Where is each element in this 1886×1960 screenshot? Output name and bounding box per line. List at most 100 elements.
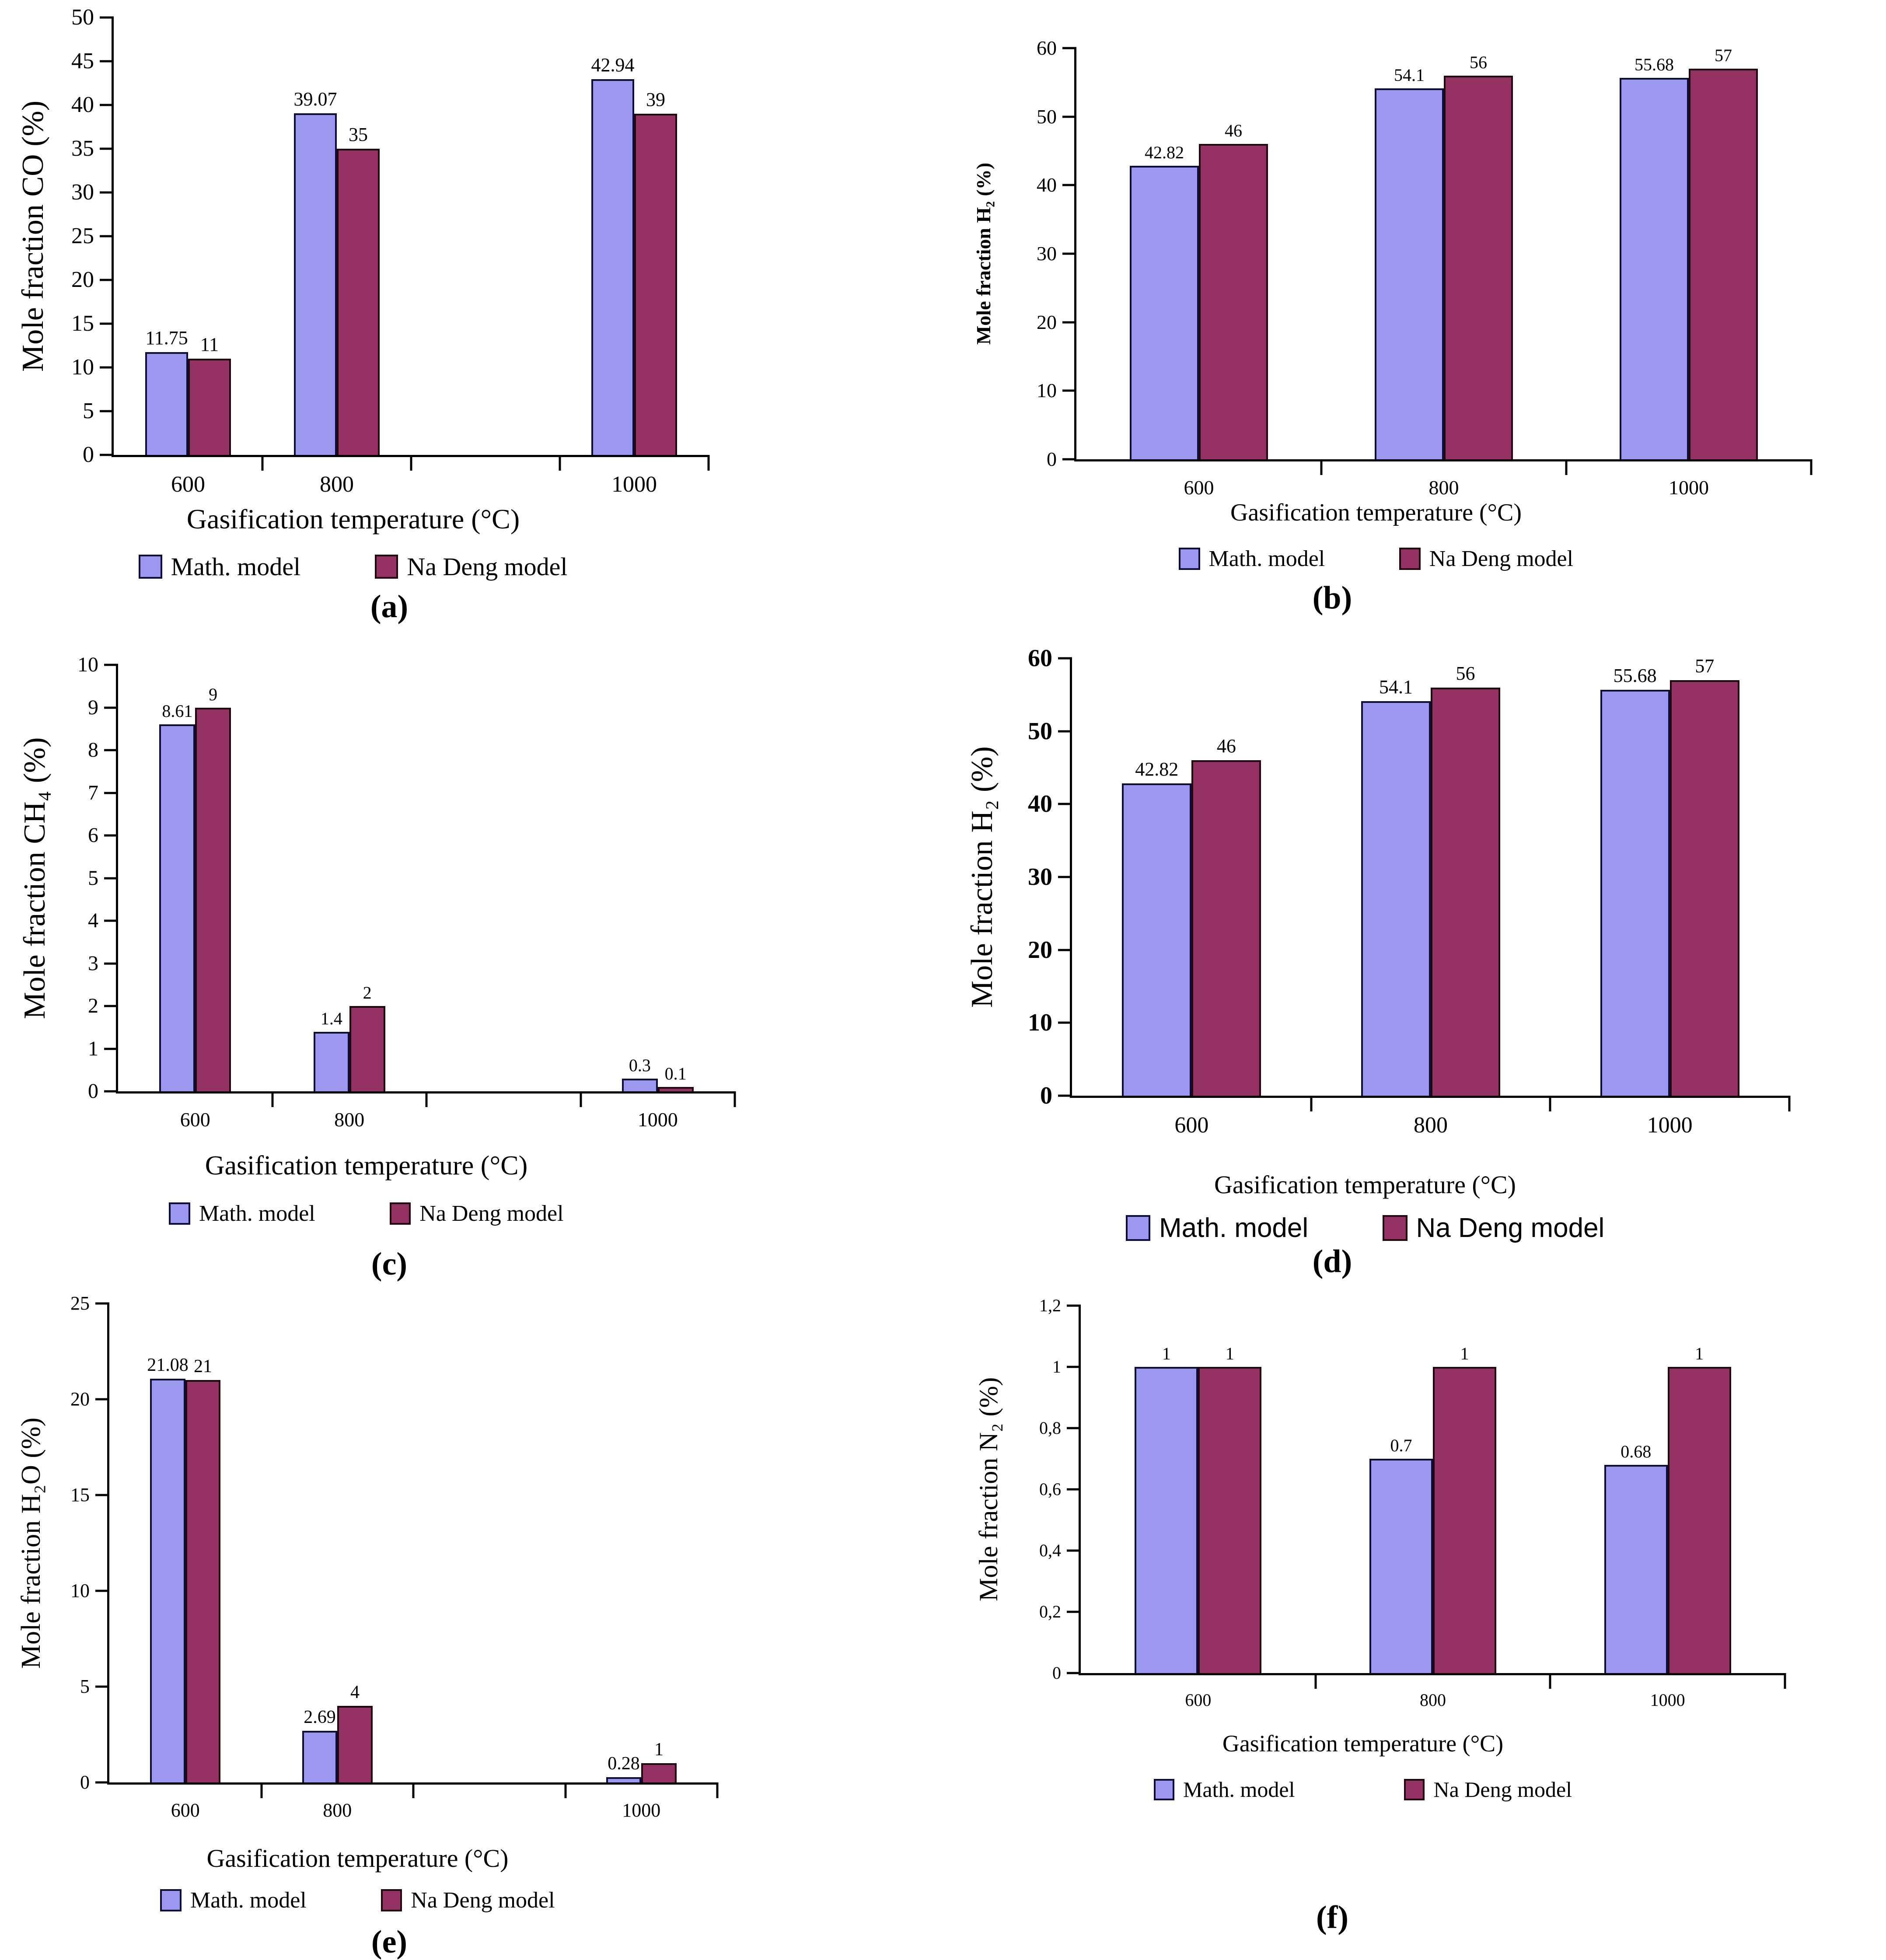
legend-label-na-deng-model: Na Deng model <box>1416 1213 1605 1243</box>
y-tick-mark <box>100 235 114 238</box>
x-category-label: 800 <box>323 1799 352 1821</box>
y-tick-mark <box>104 962 118 964</box>
legend-swatch-math-model-icon <box>1125 1215 1151 1241</box>
bar-value-label: 54.1 <box>1394 65 1425 85</box>
x-tick-mark <box>1314 1673 1317 1689</box>
x-category-label: 800 <box>1420 1690 1446 1710</box>
x-tick-mark <box>559 455 561 471</box>
legend-item-na-deng-model: Na Deng model <box>389 1201 564 1226</box>
y-tick-mark <box>1058 949 1072 951</box>
y-tick-mark <box>104 1005 118 1007</box>
legend-swatch-na-deng-model-icon <box>389 1202 411 1225</box>
bar-na-deng-model-600 <box>195 707 231 1091</box>
bar-value-label: 56 <box>1469 52 1487 72</box>
y-tick-mark <box>100 16 114 19</box>
x-category-label: 600 <box>1184 476 1214 499</box>
y-tick-mark <box>1062 252 1076 255</box>
bar-math-model-800 <box>1361 701 1431 1096</box>
plot-area: 0 10 20 30 40 50 60 600 42.82 46 800 54.1 56 1000 55.6… <box>1028 646 1791 1137</box>
y-tick-label: 10 <box>1037 379 1057 402</box>
bar-value-label: 1 <box>1460 1344 1469 1363</box>
bar-value-label: 2 <box>363 983 372 1003</box>
bar-math-model-800 <box>1369 1459 1433 1673</box>
bar-value-label: 56 <box>1456 662 1475 684</box>
bar-value-label: 4 <box>350 1682 360 1702</box>
y-tick-mark <box>1067 1549 1081 1552</box>
bar-math-model-1000 <box>622 1078 658 1091</box>
x-tick-mark <box>1565 459 1568 475</box>
y-tick-label: 1,2 <box>1039 1296 1061 1315</box>
chart-a-mole-fraction-co: Mole fraction CO (%) 0 5 10 15 20 25 30 35 40 45 5… <box>0 0 943 634</box>
y-tick-label: 5 <box>80 1676 90 1697</box>
y-tick-mark <box>95 1302 109 1305</box>
y-tick-mark <box>100 147 114 150</box>
y-tick-mark <box>1067 1672 1081 1674</box>
y-tick-mark <box>104 1090 118 1093</box>
y-tick-mark <box>104 919 118 922</box>
x-tick-mark <box>564 1782 566 1798</box>
y-tick-label: 10 <box>70 1580 90 1601</box>
x-category-label: 600 <box>180 1108 210 1131</box>
y-tick-mark <box>1062 458 1076 461</box>
y-tick-mark <box>1067 1304 1081 1307</box>
y-tick-label: 20 <box>70 1388 90 1410</box>
bar-math-model-600 <box>1122 783 1192 1096</box>
y-tick-label: 0 <box>1052 1663 1061 1683</box>
legend: Math. model Na Deng model <box>943 546 1809 572</box>
y-tick-mark <box>104 664 118 666</box>
x-tick-mark <box>580 1091 582 1107</box>
x-tick-mark <box>261 455 264 471</box>
x-tick-mark <box>412 1782 415 1798</box>
x-axis-title: Gasification temperature (°C) <box>1230 499 1522 526</box>
bar-na-deng-model-1000 <box>1689 69 1758 459</box>
x-tick-mark <box>1788 1096 1791 1111</box>
y-tick-label: 0 <box>83 442 94 467</box>
y-tick-label: 25 <box>70 1293 90 1314</box>
x-tick-mark <box>1784 1673 1786 1689</box>
legend-swatch-na-deng-model-icon <box>1404 1778 1425 1800</box>
y-tick-label: 0,4 <box>1039 1541 1061 1561</box>
legend: Math. model Na Deng model <box>0 1201 733 1226</box>
legend-label-na-deng-model: Na Deng model <box>419 1201 564 1226</box>
x-tick-mark <box>260 1782 262 1798</box>
y-tick-mark <box>100 191 114 194</box>
x-axis-title: Gasification temperature (°C) <box>186 503 520 535</box>
x-tick-mark <box>1310 1096 1313 1111</box>
x-tick-mark <box>1549 1096 1551 1111</box>
y-tick-mark <box>104 877 118 879</box>
y-tick-label: 40 <box>1028 790 1052 818</box>
y-tick-label: 0 <box>1040 1082 1052 1109</box>
legend-swatch-na-deng-model-icon <box>1383 1215 1408 1241</box>
bar-value-label: 42.94 <box>591 54 635 76</box>
y-tick-label: 6 <box>88 824 98 847</box>
bar-na-deng-model-600 <box>1198 144 1268 459</box>
x-axis-title: Gasification temperature (°C) <box>205 1151 528 1181</box>
bar-na-deng-model-1000 <box>657 1087 694 1091</box>
chart-caption: (a) <box>370 589 409 625</box>
legend-item-na-deng-model: Na Deng model <box>375 552 568 581</box>
chart-caption: (c) <box>371 1246 408 1282</box>
legend-label-na-deng-model: Na Deng model <box>1429 546 1574 571</box>
y-tick-mark <box>100 366 114 369</box>
x-category-label: 600 <box>1174 1113 1209 1138</box>
y-tick-label: 0 <box>1047 448 1057 470</box>
bar-na-deng-model-800 <box>337 1705 373 1782</box>
y-tick-label: 2 <box>88 994 98 1017</box>
bar-value-label: 46 <box>1216 735 1236 757</box>
y-tick-mark <box>104 749 118 751</box>
y-tick-label: 60 <box>1037 37 1057 59</box>
legend-swatch-na-deng-model-icon <box>375 554 398 579</box>
bar-math-model-600 <box>159 724 196 1091</box>
x-axis-title: Gasification temperature (°C) <box>1214 1170 1516 1199</box>
chart-f-mole-fraction-n2: Mole fraction N₂ (%) 0 0,2 0,4 0,6 0,8 1 1,2 60… <box>943 1290 1886 1960</box>
y-tick-mark <box>1062 321 1076 324</box>
y-tick-mark <box>104 1048 118 1050</box>
chart-caption: (b) <box>1312 580 1352 616</box>
bar-math-model-1000 <box>1620 77 1689 459</box>
y-tick-label: 10 <box>71 355 94 380</box>
legend-item-math-model: Math. model <box>160 1887 307 1913</box>
plot-area: 0 5 10 15 20 25 30 35 40 45 50 600 11.75 11 800 39.07 35… <box>71 6 710 496</box>
y-tick-label: 7 <box>88 781 98 804</box>
x-category-label: 1000 <box>1650 1690 1685 1710</box>
